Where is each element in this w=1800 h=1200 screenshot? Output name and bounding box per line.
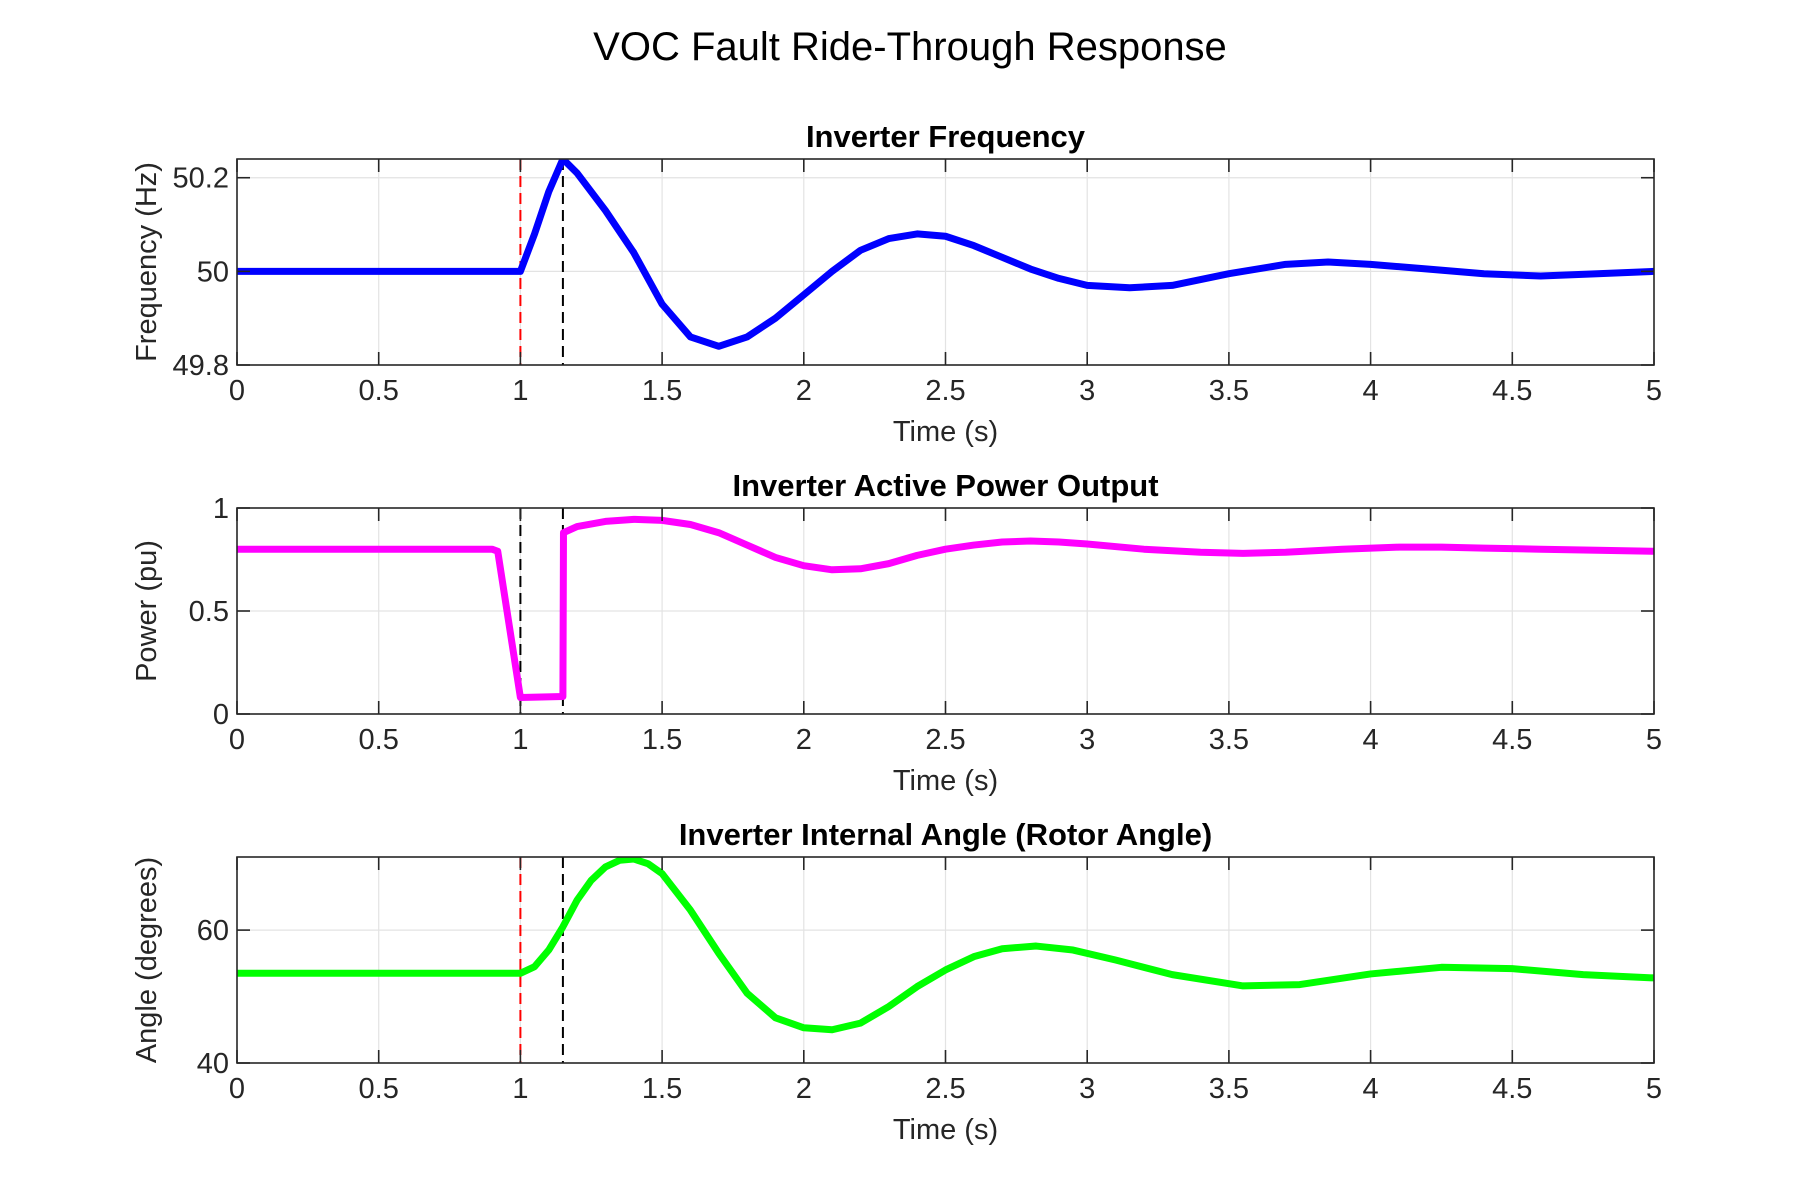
subplot-title: Inverter Internal Angle (Rotor Angle): [679, 817, 1212, 852]
y-tick-label: 60: [197, 915, 229, 947]
x-tick-label: 2.5: [925, 375, 965, 407]
y-axis-label: Angle (degrees): [131, 857, 163, 1063]
y-axis-label: Frequency (Hz): [131, 162, 163, 362]
x-tick-label: 5: [1646, 375, 1662, 407]
x-tick-label: 2.5: [925, 1073, 965, 1105]
y-tick-label: 1: [213, 493, 229, 525]
x-tick-label: 3.5: [1209, 1073, 1249, 1105]
x-tick-label: 4: [1363, 1073, 1379, 1105]
x-tick-label: 0.5: [359, 375, 399, 407]
x-tick-label: 3: [1079, 1073, 1095, 1105]
x-tick-label: 0: [229, 724, 245, 756]
y-tick-label: 40: [197, 1048, 229, 1080]
x-tick-label: 2: [796, 375, 812, 407]
y-axis-label: Power (pu): [131, 540, 163, 682]
x-tick-label: 4.5: [1492, 1073, 1532, 1105]
series-line-angle: [237, 857, 1654, 1034]
subplot-power: 0 0.5 1 1.5 2 2.5 3 3.5 4 4.5 5 0 0.5 1 Inverter Activ…: [131, 468, 1662, 797]
figure-title: VOC Fault Ride-Through Response: [593, 25, 1227, 69]
x-tick-label: 4.5: [1492, 724, 1532, 756]
x-tick-label: 1: [512, 375, 528, 407]
y-tick-label: 49.8: [173, 350, 229, 382]
subplot-frequency: 0 0.5 1 1.5 2 2.5 3 3.5 4 4.5 5 49.8 50 50.2 Inverter …: [131, 119, 1662, 448]
x-tick-label: 4.5: [1492, 375, 1532, 407]
x-tick-label: 0.5: [359, 724, 399, 756]
subplot-title: Inverter Active Power Output: [732, 468, 1158, 503]
x-tick-label: 4: [1363, 724, 1379, 756]
x-tick-label: 2: [796, 724, 812, 756]
subplot-angle: 0 0.5 1 1.5 2 2.5 3 3.5 4 4.5 5 40 60 Inverter Intern…: [131, 817, 1662, 1146]
x-tick-label: 1.5: [642, 1073, 682, 1105]
x-tick-label: 4: [1363, 375, 1379, 407]
y-tick-label: 0.5: [189, 596, 229, 628]
x-tick-label: 2.5: [925, 724, 965, 756]
subplot-title: Inverter Frequency: [806, 119, 1086, 154]
x-axis-label: Time (s): [893, 765, 998, 797]
y-tick-label: 0: [213, 699, 229, 731]
x-tick-label: 2: [796, 1073, 812, 1105]
x-tick-label: 0.5: [359, 1073, 399, 1105]
x-tick-label: 0: [229, 1073, 245, 1105]
x-tick-label: 3: [1079, 724, 1095, 756]
x-tick-label: 0: [229, 375, 245, 407]
y-tick-label: 50.2: [173, 163, 229, 195]
x-tick-label: 5: [1646, 724, 1662, 756]
x-tick-label: 1.5: [642, 375, 682, 407]
x-axis-label: Time (s): [893, 1114, 998, 1146]
x-tick-label: 5: [1646, 1073, 1662, 1105]
x-tick-label: 3.5: [1209, 724, 1249, 756]
series-line-frequency: [237, 159, 1654, 350]
x-tick-label: 1: [512, 1073, 528, 1105]
x-axis-label: Time (s): [893, 416, 998, 448]
y-tick-label: 50: [197, 256, 229, 288]
subplots-container: 0 0.5 1 1.5 2 2.5 3 3.5 4 4.5 549.85050.2Inverter …: [131, 119, 1662, 1146]
x-tick-label: 1: [512, 724, 528, 756]
x-tick-label: 1.5: [642, 724, 682, 756]
series-line-power: [237, 515, 1654, 702]
x-tick-label: 3.5: [1209, 375, 1249, 407]
x-tick-label: 3: [1079, 375, 1095, 407]
